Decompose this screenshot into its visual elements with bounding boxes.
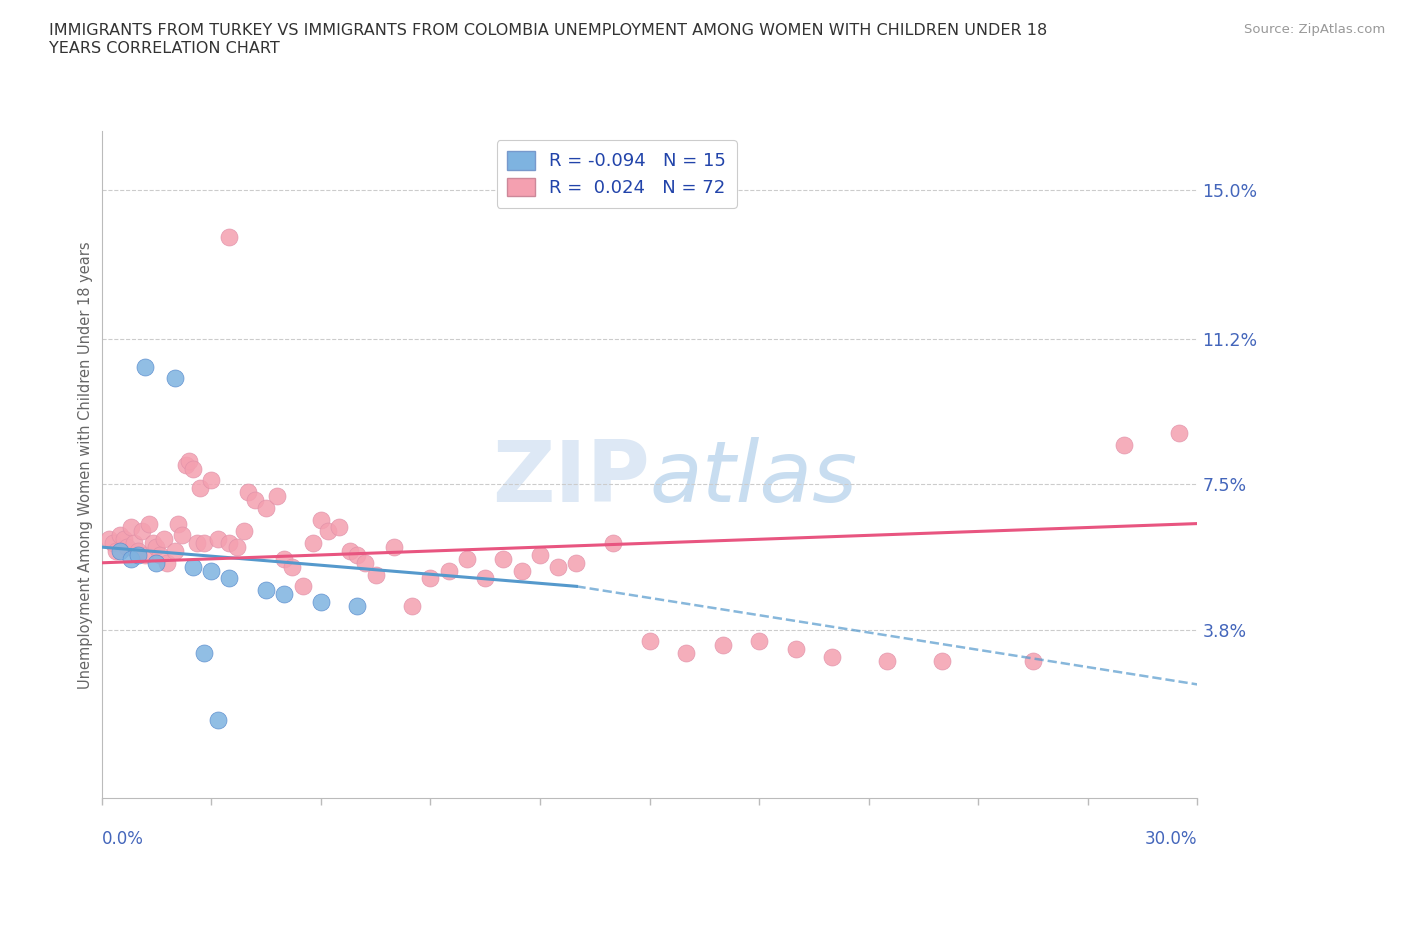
Text: 0.0%: 0.0% <box>101 830 143 847</box>
Point <box>236 485 259 499</box>
Text: IMMIGRANTS FROM TURKEY VS IMMIGRANTS FROM COLOMBIA UNEMPLOYMENT AMONG WOMEN WITH: IMMIGRANTS FROM TURKEY VS IMMIGRANTS FRO… <box>49 23 1047 56</box>
Point <box>149 548 172 563</box>
Point <box>1114 438 1136 453</box>
Point <box>218 536 240 551</box>
Point <box>346 599 368 614</box>
Point <box>382 539 405 554</box>
Point <box>316 524 339 538</box>
Point <box>174 458 197 472</box>
Point <box>302 536 325 551</box>
Point <box>115 539 138 554</box>
Point <box>134 359 156 374</box>
Point <box>243 493 266 508</box>
Point <box>711 638 734 653</box>
Point <box>748 634 770 649</box>
Point <box>167 516 190 531</box>
Point <box>291 578 314 593</box>
Text: ZIP: ZIP <box>492 436 650 520</box>
Point <box>105 544 128 559</box>
Point <box>931 654 953 669</box>
Point <box>200 473 222 488</box>
Point <box>145 555 167 570</box>
Point <box>1168 426 1191 441</box>
Point <box>419 571 441 586</box>
Point <box>156 555 179 570</box>
Point <box>225 539 247 554</box>
Point <box>193 536 215 551</box>
Point <box>127 544 149 559</box>
Point <box>401 599 423 614</box>
Point <box>218 571 240 586</box>
Point <box>120 520 142 535</box>
Point <box>138 516 160 531</box>
Point <box>821 649 844 664</box>
Point <box>547 559 569 574</box>
Point <box>170 528 193 543</box>
Point <box>280 559 302 574</box>
Point <box>510 564 533 578</box>
Point <box>163 544 186 559</box>
Point <box>254 583 277 598</box>
Point <box>309 594 332 609</box>
Point <box>218 230 240 245</box>
Point <box>108 544 131 559</box>
Point <box>602 536 624 551</box>
Point <box>492 551 515 566</box>
Point <box>529 548 551 563</box>
Point <box>785 642 807 657</box>
Point <box>101 536 124 551</box>
Point <box>328 520 350 535</box>
Point <box>163 371 186 386</box>
Text: atlas: atlas <box>650 436 858 520</box>
Text: 30.0%: 30.0% <box>1144 830 1198 847</box>
Text: Source: ZipAtlas.com: Source: ZipAtlas.com <box>1244 23 1385 36</box>
Point <box>474 571 496 586</box>
Point <box>131 524 153 538</box>
Point <box>145 539 167 554</box>
Point <box>254 500 277 515</box>
Point <box>675 645 697 660</box>
Point <box>273 587 295 602</box>
Point <box>181 559 204 574</box>
Point <box>193 645 215 660</box>
Point <box>876 654 898 669</box>
Point <box>437 564 460 578</box>
Point <box>353 555 375 570</box>
Point <box>233 524 256 538</box>
Point <box>309 512 332 527</box>
Point <box>273 551 295 566</box>
Point <box>127 548 149 563</box>
Point <box>188 481 211 496</box>
Point <box>112 532 135 547</box>
Point <box>638 634 661 649</box>
Point <box>346 548 368 563</box>
Point <box>152 532 174 547</box>
Point <box>186 536 208 551</box>
Point <box>364 567 387 582</box>
Point <box>1022 654 1045 669</box>
Point <box>207 532 229 547</box>
Point <box>207 712 229 727</box>
Point <box>181 461 204 476</box>
Point <box>134 548 156 563</box>
Legend: R = -0.094   N = 15, R =  0.024   N = 72: R = -0.094 N = 15, R = 0.024 N = 72 <box>496 140 737 208</box>
Point <box>339 544 361 559</box>
Point <box>142 536 165 551</box>
Point <box>266 488 288 503</box>
Point <box>97 532 120 547</box>
Point <box>124 536 146 551</box>
Y-axis label: Unemployment Among Women with Children Under 18 years: Unemployment Among Women with Children U… <box>79 241 93 688</box>
Point <box>108 528 131 543</box>
Point <box>456 551 478 566</box>
Point <box>565 555 588 570</box>
Point <box>179 453 201 468</box>
Point <box>120 551 142 566</box>
Point <box>200 564 222 578</box>
